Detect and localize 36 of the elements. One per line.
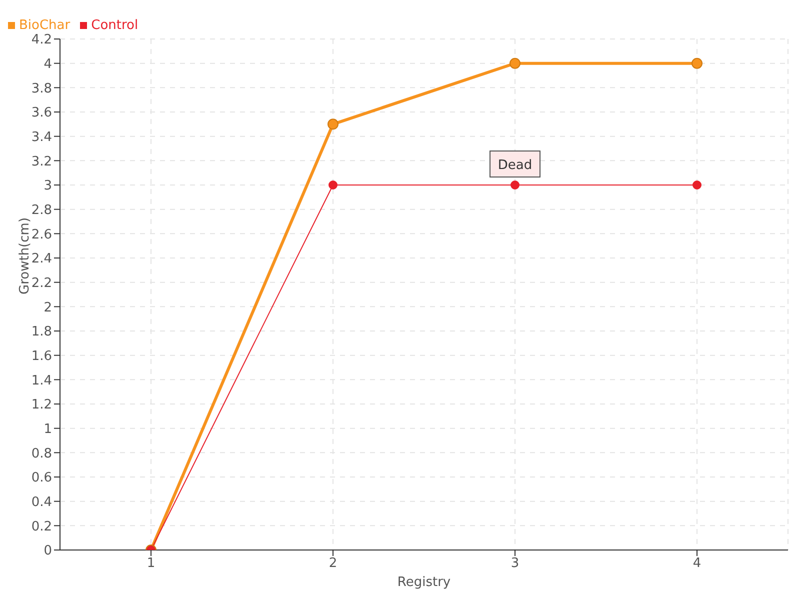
y-tick-label: 3.2 <box>31 154 52 170</box>
y-tick-label: 3 <box>44 178 52 194</box>
y-tick-label: 1.6 <box>31 348 52 364</box>
y-tick-label: 2 <box>44 300 52 316</box>
y-tick-label: 0 <box>44 544 52 559</box>
x-tick-label: 3 <box>510 556 520 572</box>
x-tick-label: 4 <box>692 556 702 572</box>
x-tick-label: 2 <box>328 556 338 572</box>
point <box>328 118 338 130</box>
y-tick-label: 2.4 <box>31 252 52 267</box>
y-tick-label: 2.2 <box>31 276 52 291</box>
y-tick-label: 1 <box>44 422 52 437</box>
y-tick-label: 0.2 <box>31 519 52 534</box>
legend-label: Control <box>91 18 138 33</box>
point <box>328 180 338 190</box>
y-tick-label: 1.4 <box>31 373 52 388</box>
y-tick-label: 2.6 <box>31 227 52 242</box>
point <box>692 58 702 69</box>
y-tick-label: 1.8 <box>31 324 52 340</box>
y-tick-label: 4 <box>44 56 52 72</box>
y-tick-label: 2.8 <box>31 202 52 218</box>
y-tick-label: 0.6 <box>31 470 52 486</box>
point <box>692 180 702 190</box>
y-tick-label: 0.4 <box>31 494 52 510</box>
y-tick-label: 3.6 <box>31 106 52 121</box>
y-tick-label: 3.8 <box>31 81 52 96</box>
x-axis-title: Registry <box>397 575 451 590</box>
y-tick-label: 1.2 <box>31 398 52 413</box>
y-tick-label: 4.2 <box>31 32 52 48</box>
y-axis-title: Growth(cm) <box>18 217 33 294</box>
legend-label: BioChar <box>19 18 70 33</box>
y-tick-label: 0.8 <box>31 446 52 462</box>
point <box>510 58 520 69</box>
y-tick-label: 3.4 <box>31 130 52 145</box>
annotation: Dead <box>498 158 532 173</box>
x-tick-label: 1 <box>146 556 156 572</box>
